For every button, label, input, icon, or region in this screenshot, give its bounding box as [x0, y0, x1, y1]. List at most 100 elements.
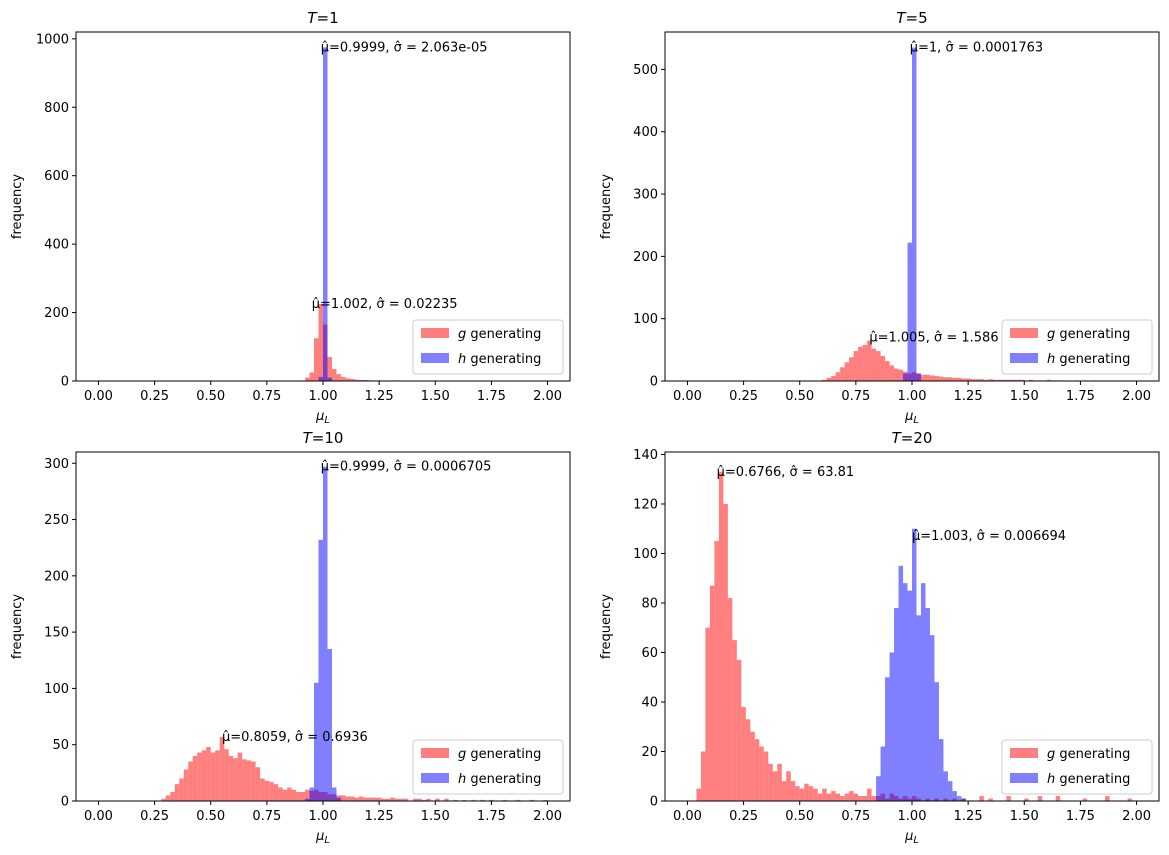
- histogram-bar: [705, 627, 710, 801]
- histogram-bar: [988, 798, 993, 801]
- histogram-bar: [219, 736, 225, 801]
- y-tick-label: 100: [633, 312, 658, 327]
- legend-swatch: [1010, 353, 1038, 363]
- histogram-bar: [835, 793, 841, 801]
- histogram-bar: [718, 471, 724, 801]
- histogram-bar: [314, 682, 319, 801]
- histogram-bar: [745, 719, 751, 801]
- histogram-bar: [992, 379, 998, 381]
- histogram-bar: [754, 739, 760, 801]
- histogram-bar: [376, 797, 382, 801]
- histogram-bar: [849, 791, 854, 801]
- x-tick-label: 2.00: [533, 809, 562, 824]
- histogram-bar: [849, 357, 854, 381]
- histogram-bar: [903, 373, 908, 381]
- histogram-bar: [965, 378, 971, 381]
- y-tick-label: 0: [61, 375, 69, 390]
- histogram-bar: [354, 797, 359, 801]
- histogram-bar: [1024, 798, 1029, 801]
- histogram-bar: [426, 798, 431, 801]
- histogram-bar: [242, 759, 247, 801]
- legend-box: [1001, 319, 1153, 375]
- histogram-bar: [336, 797, 341, 801]
- histogram-bar: [340, 795, 346, 801]
- chart-title: T=20: [892, 429, 933, 447]
- histogram-bar: [1028, 379, 1034, 381]
- histogram-bar: [453, 799, 458, 801]
- histogram-bar: [768, 763, 773, 801]
- x-tick-label: 0.25: [140, 389, 169, 404]
- histogram-bar: [961, 378, 966, 381]
- stats-annotation: μ̂=0.6766, σ̂ = 63.81: [717, 465, 855, 480]
- x-tick-label: 0.50: [196, 389, 225, 404]
- histogram-bar: [336, 374, 341, 381]
- histogram-bar: [480, 799, 485, 801]
- histogram-bar: [795, 786, 800, 801]
- histogram-bar: [822, 379, 827, 381]
- histogram-bar: [340, 376, 346, 381]
- histogram-bar: [961, 798, 966, 801]
- histogram-bar: [1082, 798, 1088, 801]
- histogram-bar: [327, 377, 332, 381]
- histogram-bar: [264, 780, 270, 801]
- series-g-generating: [822, 340, 1133, 381]
- histogram-bar: [462, 799, 467, 801]
- x-tick-label: 0.00: [673, 809, 702, 824]
- x-tick-label: 0.25: [140, 809, 169, 824]
- y-tick-label: 40: [641, 695, 658, 710]
- histogram-bar: [997, 379, 1002, 381]
- histogram-bar: [844, 362, 850, 381]
- histogram-bar: [723, 503, 728, 801]
- legend-swatch: [421, 773, 449, 783]
- histogram-bar: [983, 379, 989, 381]
- series-g-generating: [696, 471, 1133, 801]
- legend-swatch: [421, 353, 449, 363]
- histogram-bar: [327, 357, 332, 381]
- histogram-bar: [471, 799, 476, 801]
- histogram-bar: [831, 376, 836, 381]
- chart-panel-1: 0.00 0.25 0.50 0.75 1.00 1.25 1.50 1.75 2.00 0 200…: [10, 9, 571, 426]
- histogram-bar: [988, 379, 993, 381]
- histogram-bar: [916, 373, 921, 381]
- histogram-bar: [947, 377, 953, 381]
- y-tick-label: 1000: [36, 32, 69, 47]
- histogram-bar: [300, 791, 306, 801]
- histogram-bar: [1037, 796, 1043, 801]
- x-axis-label: μL: [315, 829, 330, 846]
- histogram-bar: [714, 541, 719, 801]
- histogram-bar: [920, 583, 926, 801]
- histogram-bar: [898, 369, 904, 381]
- y-tick-label: 0: [650, 795, 658, 810]
- series-h-generating: [318, 47, 332, 381]
- chart-title: T=1: [307, 9, 338, 27]
- x-tick-label: 1.00: [898, 389, 927, 404]
- x-tick-label: 1.25: [954, 389, 983, 404]
- x-tick-label: 1.25: [365, 809, 394, 824]
- histogram-bar: [1006, 379, 1011, 381]
- x-tick-label: 1.00: [309, 809, 338, 824]
- histogram-bar: [278, 787, 283, 801]
- histogram-bar: [912, 47, 917, 382]
- x-tick-label: 1.25: [954, 809, 983, 824]
- x-tick-label: 0.75: [841, 809, 870, 824]
- histogram-bar: [529, 799, 535, 801]
- histogram-bar: [323, 466, 328, 801]
- y-tick-label: 80: [641, 596, 658, 611]
- y-tick-label: 600: [44, 169, 69, 184]
- histogram-bar: [318, 539, 323, 801]
- histogram-bar: [970, 379, 975, 381]
- histogram-bar: [246, 760, 252, 801]
- x-tick-label: 0.25: [729, 389, 758, 404]
- histogram-bar: [885, 677, 890, 801]
- histogram-bar: [363, 379, 368, 381]
- series-g-generating: [161, 736, 548, 801]
- histogram-bar: [952, 791, 957, 801]
- histogram-bar: [394, 798, 400, 801]
- histogram-bar: [349, 378, 355, 381]
- histogram-bar: [696, 788, 701, 801]
- histogram-bar: [435, 798, 440, 801]
- y-tick-label: 800: [44, 101, 69, 116]
- histogram-bar: [296, 791, 301, 801]
- histogram-bar: [287, 787, 292, 801]
- histogram-bar: [215, 750, 220, 801]
